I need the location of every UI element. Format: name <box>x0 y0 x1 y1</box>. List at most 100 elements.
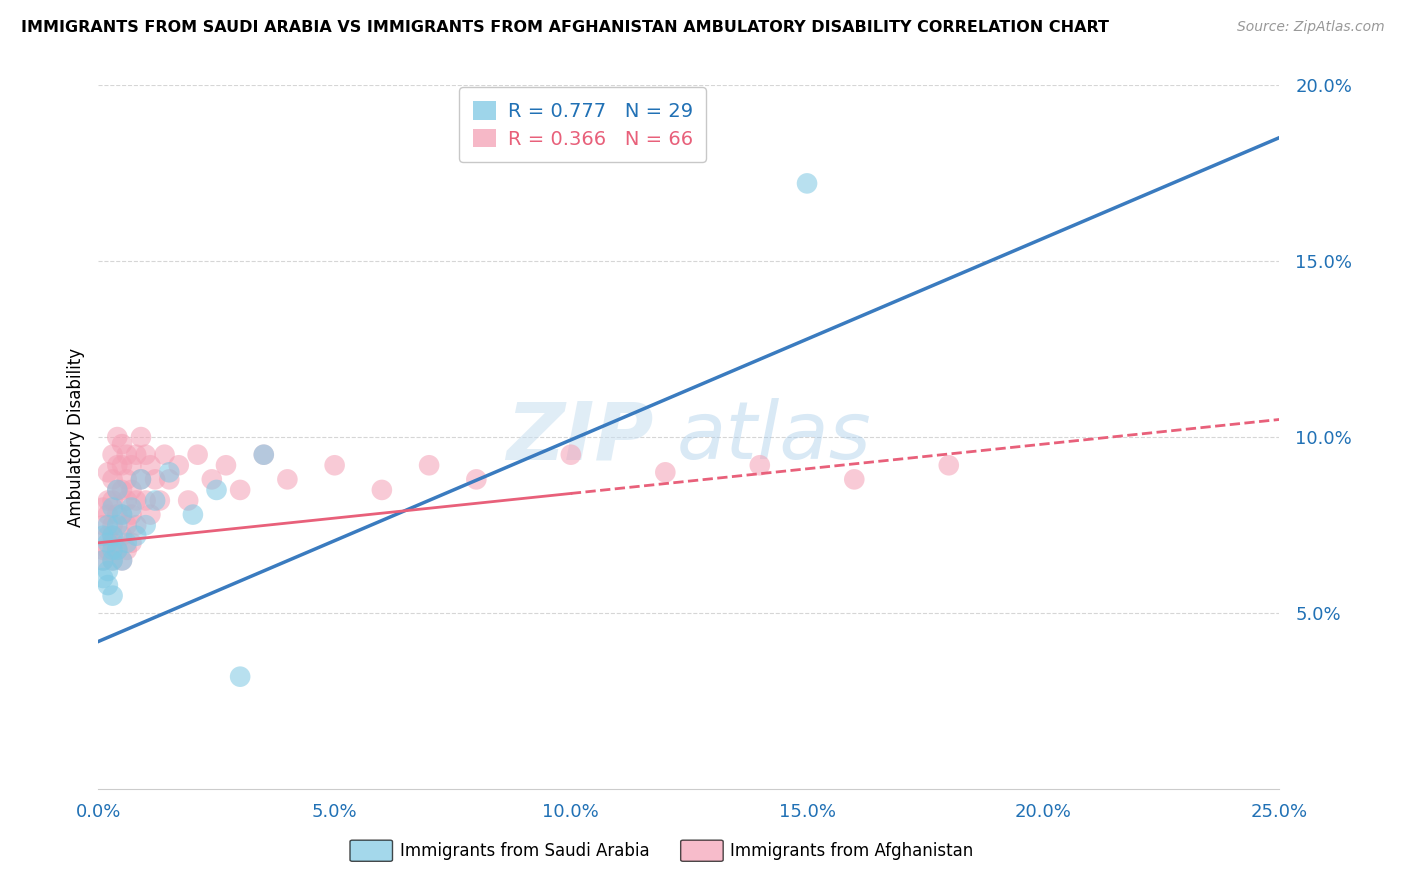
FancyBboxPatch shape <box>350 840 392 862</box>
Point <box>121 500 143 515</box>
Point <box>139 458 162 473</box>
Point <box>205 483 228 497</box>
Point <box>181 508 204 522</box>
Point <box>105 483 128 497</box>
Point <box>97 508 120 522</box>
Point <box>135 518 157 533</box>
Point <box>101 472 124 486</box>
Point <box>105 458 128 473</box>
Text: Immigrants from Afghanistan: Immigrants from Afghanistan <box>730 842 973 860</box>
Point <box>101 589 124 603</box>
Point <box>115 472 138 486</box>
Point <box>121 483 143 497</box>
Point <box>844 472 866 486</box>
Point <box>938 458 960 473</box>
Point <box>101 518 124 533</box>
Point <box>796 177 818 191</box>
Point <box>111 529 134 543</box>
Point <box>91 518 114 533</box>
Point <box>229 483 252 497</box>
Point <box>101 448 124 462</box>
Point <box>125 529 148 543</box>
Point <box>125 448 148 462</box>
Point <box>91 542 114 557</box>
Point <box>97 529 120 543</box>
Point <box>105 542 128 557</box>
Point <box>139 508 162 522</box>
Point <box>97 493 120 508</box>
Point <box>105 483 128 497</box>
Point <box>111 437 134 451</box>
Point <box>253 448 276 462</box>
Point <box>101 493 124 508</box>
Point <box>115 535 138 549</box>
Text: Source: ZipAtlas.com: Source: ZipAtlas.com <box>1237 20 1385 34</box>
Point <box>97 518 120 533</box>
Point <box>121 535 143 549</box>
Point <box>121 458 143 473</box>
Point <box>153 448 176 462</box>
Point <box>465 472 488 486</box>
Point <box>111 553 134 567</box>
Point <box>654 466 676 480</box>
Point <box>111 553 134 567</box>
Point <box>215 458 238 473</box>
Point <box>149 493 172 508</box>
Point <box>157 472 180 486</box>
Point <box>135 493 157 508</box>
Point <box>111 508 134 522</box>
Point <box>111 458 134 473</box>
Point <box>167 458 190 473</box>
Point <box>143 493 166 508</box>
Point <box>101 553 124 567</box>
Point <box>101 500 124 515</box>
Point <box>125 518 148 533</box>
Point <box>91 571 114 585</box>
Point <box>135 448 157 462</box>
Point <box>115 542 138 557</box>
Y-axis label: Ambulatory Disability: Ambulatory Disability <box>66 348 84 526</box>
Point <box>97 466 120 480</box>
Point <box>129 430 152 444</box>
Point <box>101 553 124 567</box>
Point <box>105 542 128 557</box>
Point <box>560 448 582 462</box>
Point <box>105 518 128 533</box>
Point <box>121 508 143 522</box>
Point <box>111 483 134 497</box>
FancyBboxPatch shape <box>681 840 723 862</box>
Point <box>101 529 124 543</box>
Point <box>157 466 180 480</box>
Point <box>91 500 114 515</box>
Point <box>115 518 138 533</box>
Text: ZIP: ZIP <box>506 398 654 476</box>
Point <box>129 472 152 486</box>
Point <box>91 553 114 567</box>
Point <box>125 493 148 508</box>
Point <box>177 493 200 508</box>
Text: Immigrants from Saudi Arabia: Immigrants from Saudi Arabia <box>399 842 650 860</box>
Legend: R = 0.777   N = 29, R = 0.366   N = 66: R = 0.777 N = 29, R = 0.366 N = 66 <box>458 87 706 162</box>
Point <box>105 430 128 444</box>
Point <box>101 542 124 557</box>
Text: IMMIGRANTS FROM SAUDI ARABIA VS IMMIGRANTS FROM AFGHANISTAN AMBULATORY DISABILIT: IMMIGRANTS FROM SAUDI ARABIA VS IMMIGRAN… <box>21 20 1109 35</box>
Point <box>111 508 134 522</box>
Point <box>97 542 120 557</box>
Point <box>105 508 128 522</box>
Point <box>323 458 346 473</box>
Point <box>129 472 152 486</box>
Point <box>276 472 298 486</box>
Point <box>115 493 138 508</box>
Text: atlas: atlas <box>678 398 872 476</box>
Point <box>253 448 276 462</box>
Point <box>371 483 394 497</box>
Point <box>97 578 120 592</box>
Point <box>143 472 166 486</box>
Point <box>101 529 124 543</box>
Point <box>418 458 440 473</box>
Point <box>91 553 114 567</box>
Point <box>101 535 124 549</box>
Point <box>201 472 224 486</box>
Point <box>187 448 209 462</box>
Point <box>91 529 114 543</box>
